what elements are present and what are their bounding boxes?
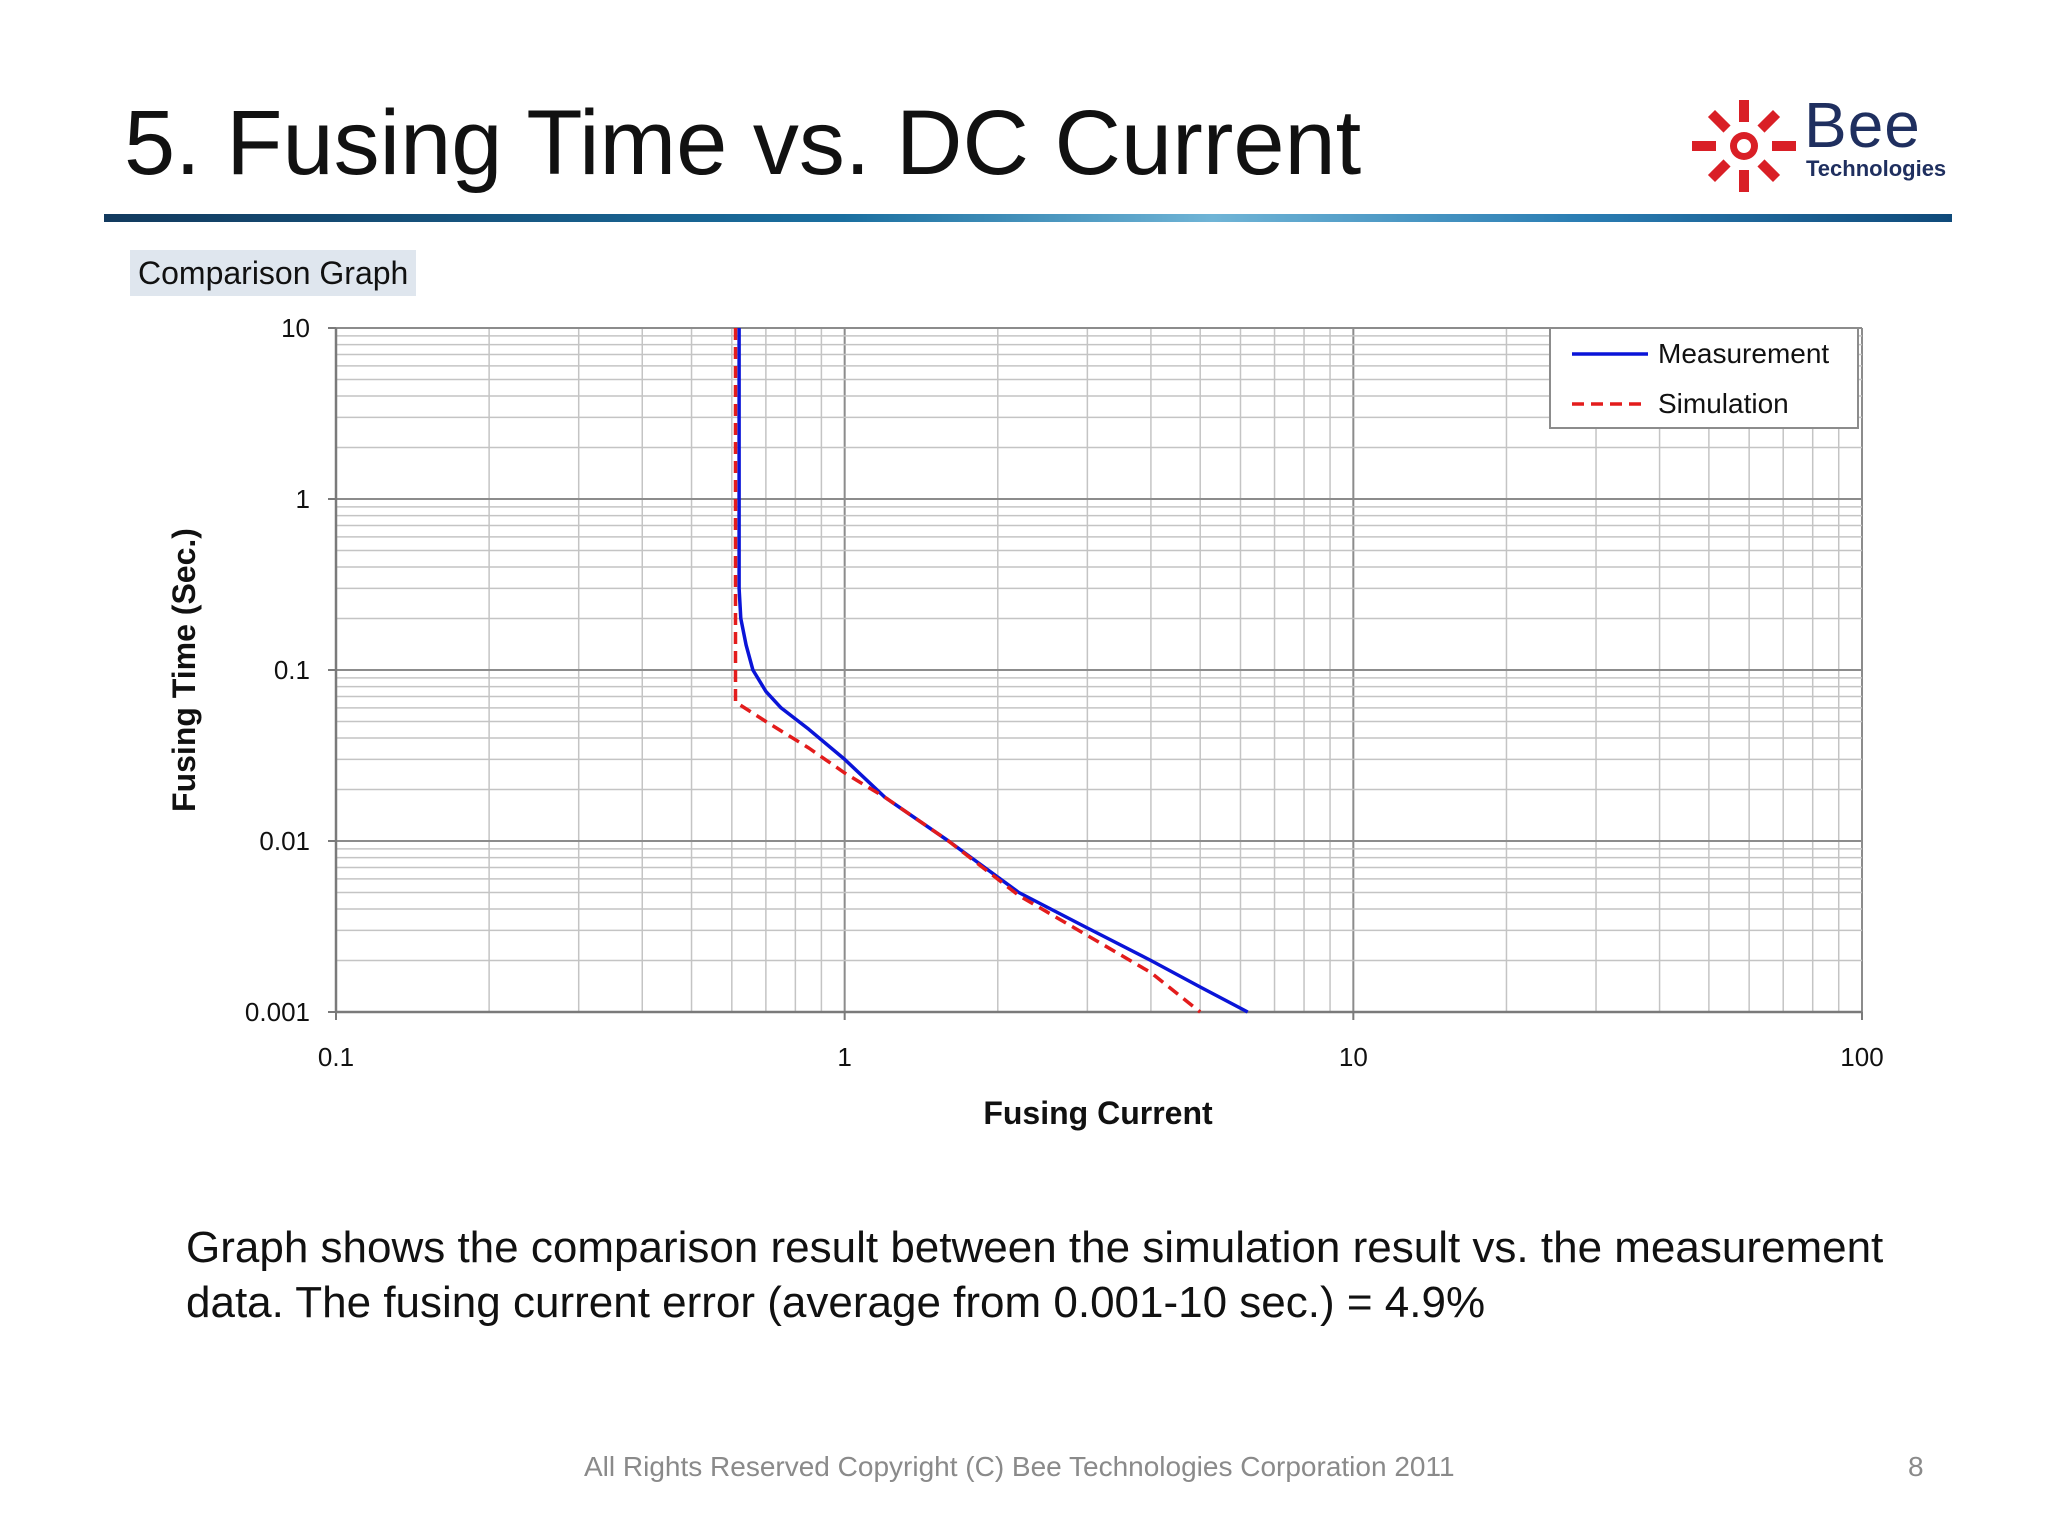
title-rule (104, 214, 1952, 222)
y-tick-label: 10 (281, 313, 310, 343)
slide-title: 5. Fusing Time vs. DC Current (124, 92, 1362, 194)
slide-description: Graph shows the comparison result betwee… (186, 1223, 1884, 1327)
sunburst-icon (1692, 100, 1796, 192)
y-tick-label: 0.001 (245, 997, 310, 1027)
x-axis-label: Fusing Current (983, 1095, 1213, 1131)
y-axis-label: Fusing Time (Sec.) (166, 528, 202, 812)
x-tick-label: 100 (1840, 1042, 1883, 1072)
company-logo: Bee Technologies (1692, 90, 1952, 196)
y-tick-label: 1 (296, 484, 310, 514)
legend-box (1549, 327, 1859, 429)
section-label: Comparison Graph (130, 250, 417, 296)
x-tick-label: 0.1 (318, 1042, 354, 1072)
logo-word: Bee (1804, 89, 1921, 161)
series-line-simulation (733, 328, 1202, 1014)
page-number: 8 (1908, 1451, 1924, 1482)
chart-tick-labels: 0.1 1 10 100 0.001 0.01 0.1 1 10 (245, 313, 1884, 1072)
y-tick-label: 0.01 (259, 826, 310, 856)
chart-series (733, 328, 1249, 1014)
y-tick-label: 0.1 (274, 655, 310, 685)
x-tick-label: 10 (1339, 1042, 1368, 1072)
legend-label-measurement: Measurement (1658, 338, 1829, 369)
footer-copyright: All Rights Reserved Copyright (C) Bee Te… (584, 1451, 1455, 1482)
logo-subtitle: Technologies (1806, 156, 1947, 181)
chart-legend: Measurement Simulation (1549, 327, 1859, 429)
fusing-time-chart: 0.1 1 10 100 0.001 0.01 0.1 1 10 Measurement Simu… (166, 313, 1884, 1131)
legend-label-simulation: Simulation (1658, 388, 1789, 419)
series-line-measurement (737, 328, 1249, 1014)
x-tick-label: 1 (837, 1042, 851, 1072)
